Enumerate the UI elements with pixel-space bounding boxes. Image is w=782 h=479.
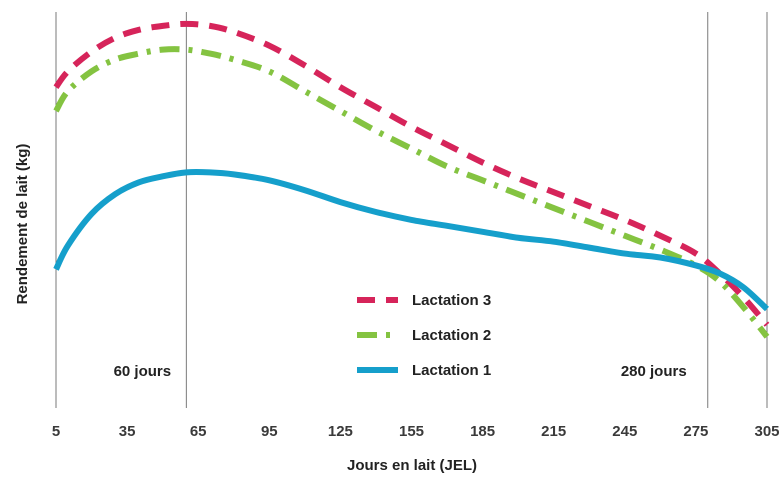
x-tick-label-35: 35 [119, 423, 136, 440]
x-tick-label-65: 65 [190, 423, 207, 440]
series-lines [53, 20, 770, 339]
x-tick-label-5: 5 [52, 423, 60, 440]
x-tick-label-95: 95 [261, 423, 278, 440]
marker-annotations: 60 jours 280 jours [114, 363, 687, 380]
x-tick-label-305: 305 [754, 423, 779, 440]
marker-label-60: 60 jours [114, 363, 172, 380]
x-tick-label-125: 125 [328, 423, 353, 440]
x-axis: 5 35 65 95 125 155 185 215 245 275 305 [52, 423, 780, 440]
x-axis-title: Jours en lait (JEL) [347, 457, 477, 474]
series-line-lactation-3 [53, 20, 770, 327]
marker-label-280: 280 jours [621, 363, 687, 380]
legend-label-lactation-1: Lactation 1 [412, 362, 491, 379]
legend-label-lactation-3: Lactation 3 [412, 292, 491, 309]
legend: Lactation 3 Lactation 2 Lactation 1 [357, 292, 491, 379]
y-axis-title: Rendement de lait (kg) [14, 144, 31, 305]
legend-label-lactation-2: Lactation 2 [412, 327, 491, 344]
vertical-markers [55, 12, 768, 408]
x-tick-label-245: 245 [612, 423, 637, 440]
series-line-lactation-1 [53, 169, 770, 312]
x-tick-label-215: 215 [541, 423, 566, 440]
x-tick-label-275: 275 [683, 423, 708, 440]
x-tick-label-155: 155 [399, 423, 424, 440]
x-tick-label-185: 185 [470, 423, 495, 440]
